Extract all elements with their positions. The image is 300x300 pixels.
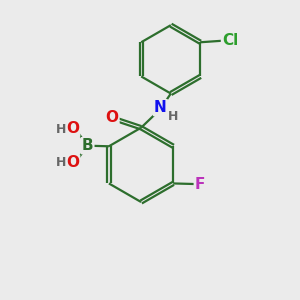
Text: Cl: Cl	[222, 33, 238, 48]
Text: B: B	[82, 138, 93, 153]
Text: F: F	[195, 176, 205, 191]
Text: H: H	[56, 122, 66, 136]
Text: H: H	[168, 110, 178, 123]
Text: N: N	[154, 100, 167, 115]
Text: O: O	[106, 110, 118, 125]
Text: O: O	[66, 155, 79, 170]
Text: H: H	[56, 156, 66, 169]
Text: O: O	[66, 121, 79, 136]
